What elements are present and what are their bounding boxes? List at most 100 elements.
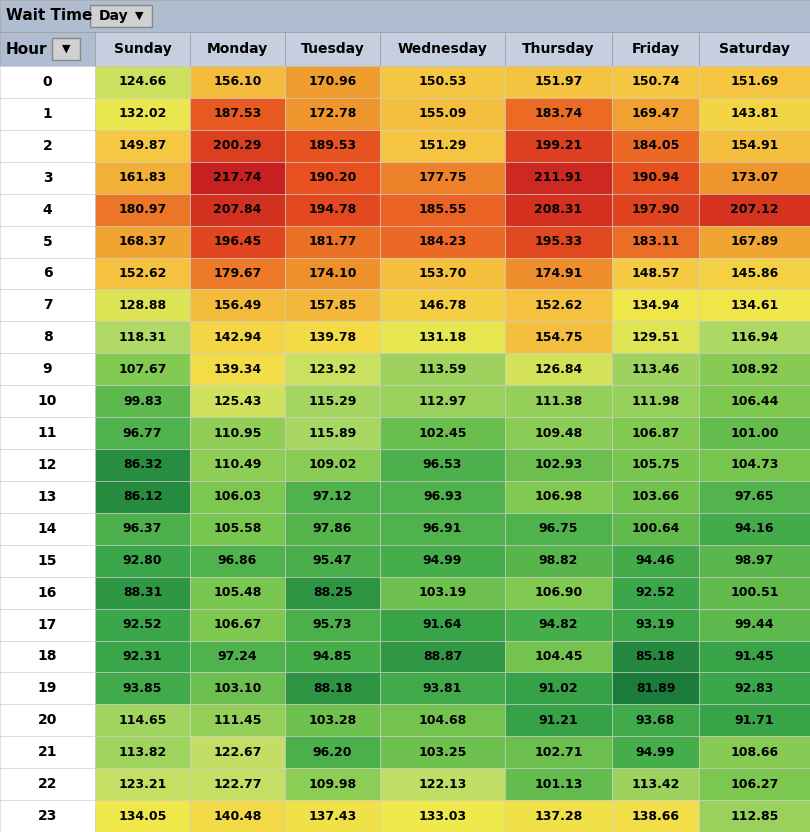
Bar xyxy=(505,385,612,417)
Bar xyxy=(505,194,612,225)
Bar xyxy=(0,130,95,161)
Bar xyxy=(505,800,612,832)
Text: 128.88: 128.88 xyxy=(118,299,167,312)
Bar xyxy=(699,736,810,768)
Text: ▼: ▼ xyxy=(135,11,144,21)
Bar xyxy=(0,225,95,257)
Bar xyxy=(0,98,95,130)
Bar xyxy=(699,641,810,672)
Bar xyxy=(505,449,612,481)
Bar xyxy=(380,385,505,417)
Text: 154.91: 154.91 xyxy=(731,139,778,152)
Bar xyxy=(0,385,95,417)
Text: 96.37: 96.37 xyxy=(123,522,162,535)
Bar xyxy=(505,32,612,66)
Bar xyxy=(380,449,505,481)
Text: 174.91: 174.91 xyxy=(535,267,582,280)
Bar xyxy=(0,705,95,736)
Text: 142.94: 142.94 xyxy=(213,331,262,344)
Bar xyxy=(190,354,285,385)
Bar xyxy=(505,257,612,290)
Bar xyxy=(95,608,190,641)
Text: 94.99: 94.99 xyxy=(636,745,676,759)
Text: 88.87: 88.87 xyxy=(423,650,463,663)
Text: 102.45: 102.45 xyxy=(418,427,467,439)
Text: 110.95: 110.95 xyxy=(213,427,262,439)
Bar xyxy=(380,513,505,545)
Bar xyxy=(0,481,95,513)
Bar xyxy=(190,641,285,672)
Text: 102.71: 102.71 xyxy=(535,745,582,759)
Text: 157.85: 157.85 xyxy=(309,299,356,312)
Bar xyxy=(699,225,810,257)
Text: 11: 11 xyxy=(38,426,58,440)
Text: 104.73: 104.73 xyxy=(731,458,778,472)
Bar xyxy=(612,449,699,481)
Bar xyxy=(190,385,285,417)
Bar xyxy=(699,608,810,641)
Text: Friday: Friday xyxy=(632,42,680,56)
Text: 156.49: 156.49 xyxy=(213,299,262,312)
Text: 122.13: 122.13 xyxy=(418,778,467,790)
Text: 155.09: 155.09 xyxy=(418,107,467,121)
Bar xyxy=(505,513,612,545)
Bar xyxy=(699,705,810,736)
Bar xyxy=(95,736,190,768)
Bar xyxy=(612,66,699,98)
Text: 189.53: 189.53 xyxy=(309,139,356,152)
Bar xyxy=(505,98,612,130)
Bar xyxy=(380,130,505,161)
Text: 104.45: 104.45 xyxy=(535,650,582,663)
Bar xyxy=(190,545,285,577)
Bar xyxy=(0,768,95,800)
Text: 161.83: 161.83 xyxy=(118,171,167,184)
Bar xyxy=(612,641,699,672)
Bar xyxy=(612,545,699,577)
Bar xyxy=(190,130,285,161)
Bar xyxy=(505,705,612,736)
Text: 103.19: 103.19 xyxy=(419,586,467,599)
Text: 86.32: 86.32 xyxy=(123,458,162,472)
Bar xyxy=(190,705,285,736)
Bar xyxy=(612,385,699,417)
Text: 139.34: 139.34 xyxy=(214,363,262,376)
Bar xyxy=(380,577,505,608)
Text: 13: 13 xyxy=(38,490,58,504)
Bar xyxy=(285,161,380,194)
Text: 97.86: 97.86 xyxy=(313,522,352,535)
Text: 177.75: 177.75 xyxy=(418,171,467,184)
Text: 153.70: 153.70 xyxy=(418,267,467,280)
Text: 88.18: 88.18 xyxy=(313,682,352,695)
Text: ▼: ▼ xyxy=(62,44,70,54)
Bar xyxy=(612,257,699,290)
Text: 96.91: 96.91 xyxy=(423,522,463,535)
Text: 116.94: 116.94 xyxy=(731,331,778,344)
Text: 105.58: 105.58 xyxy=(213,522,262,535)
Text: 22: 22 xyxy=(38,777,58,791)
Bar xyxy=(190,672,285,705)
Text: 99.44: 99.44 xyxy=(735,618,774,631)
Bar xyxy=(505,290,612,321)
Bar xyxy=(190,225,285,257)
Bar xyxy=(505,577,612,608)
Text: 91.21: 91.21 xyxy=(539,714,578,727)
Text: 152.62: 152.62 xyxy=(535,299,582,312)
Bar xyxy=(612,481,699,513)
Bar xyxy=(52,38,80,60)
Bar xyxy=(285,290,380,321)
Bar xyxy=(285,672,380,705)
Bar xyxy=(612,321,699,354)
Text: 187.53: 187.53 xyxy=(213,107,262,121)
Bar xyxy=(190,257,285,290)
Bar xyxy=(95,417,190,449)
Text: 1: 1 xyxy=(43,106,53,121)
Text: 109.98: 109.98 xyxy=(309,778,356,790)
Text: 112.85: 112.85 xyxy=(731,810,778,823)
Text: 106.87: 106.87 xyxy=(631,427,680,439)
Bar xyxy=(699,449,810,481)
Bar xyxy=(0,0,810,32)
Bar xyxy=(612,705,699,736)
Text: 181.77: 181.77 xyxy=(309,235,356,248)
Text: 14: 14 xyxy=(38,522,58,536)
Text: 95.73: 95.73 xyxy=(313,618,352,631)
